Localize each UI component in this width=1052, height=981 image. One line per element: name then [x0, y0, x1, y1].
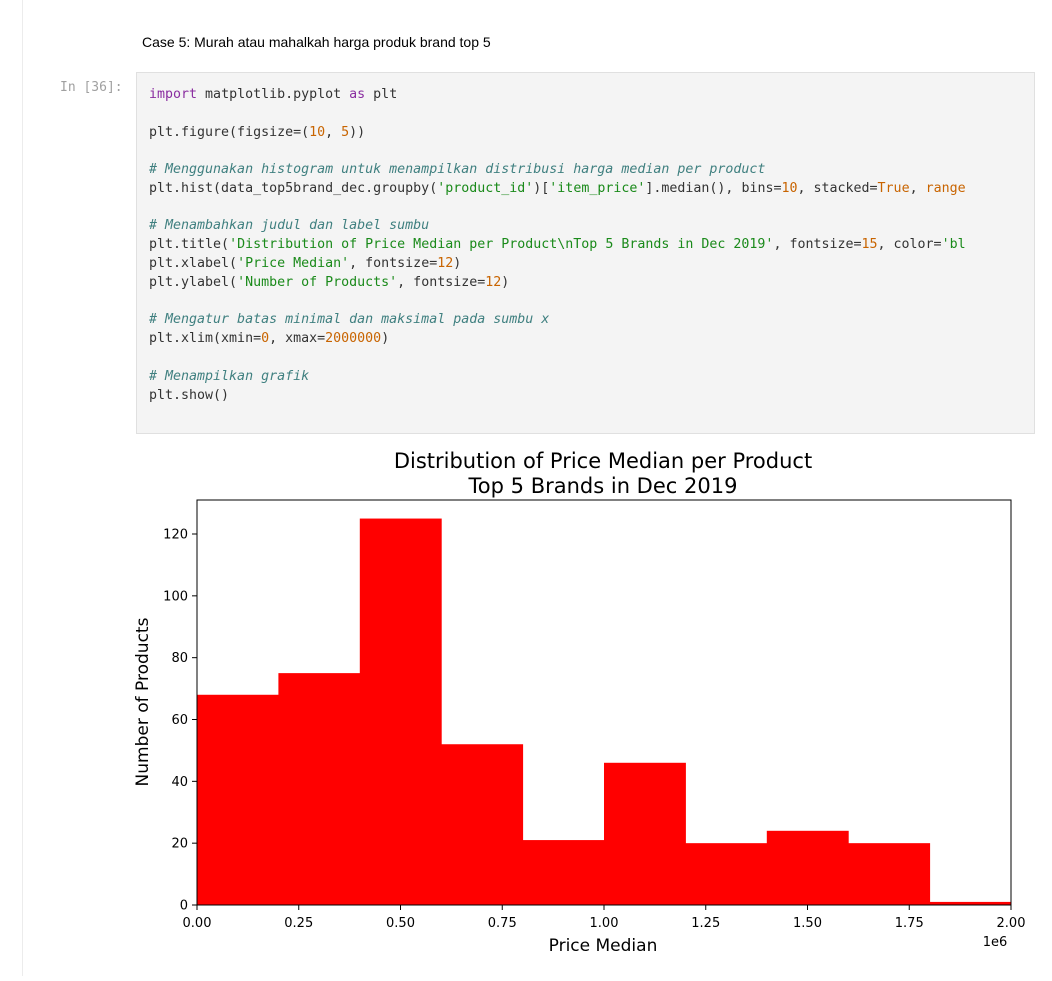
y-tick-label: 120: [163, 528, 188, 543]
x-tick-label: 0.25: [284, 916, 313, 931]
y-tick-label: 100: [163, 589, 188, 604]
x-tick-label: 1.00: [590, 916, 619, 931]
cell-left-rule: [22, 0, 23, 976]
chart-output: Distribution of Price Median per Product…: [0, 440, 1052, 976]
y-tick-label: 20: [171, 837, 188, 852]
histogram-bar: [441, 744, 524, 905]
x-tick-label: 1.75: [895, 916, 924, 931]
code-line-hist: plt.hist(data_top5brand_dec.groupby('pro…: [149, 181, 966, 196]
code-line-xlabel: plt.xlabel('Price Median', fontsize=12): [149, 256, 462, 271]
code-comment-1: # Menggunakan histogram untuk menampilka…: [149, 162, 766, 177]
x-axis-offset: 1e6: [983, 935, 1008, 950]
x-tick-label: 1.25: [691, 916, 720, 931]
y-tick-label: 60: [171, 713, 188, 728]
histogram-bar: [848, 843, 931, 905]
chart-title-line2: Top 5 Brands in Dec 2019: [468, 474, 738, 498]
code-line-show: plt.show(): [149, 388, 230, 403]
x-tick-label: 0.50: [386, 916, 415, 931]
x-tick-label: 0.00: [183, 916, 212, 931]
code-comment-4: # Menampilkan grafik: [149, 369, 310, 384]
histogram-bar: [929, 901, 1012, 905]
y-axis-ticks: 0 20 40 60 80 100 120: [163, 528, 197, 914]
markdown-cell-text: Case 5: Murah atau mahalkah harga produk…: [142, 34, 491, 50]
code-line-2: plt.figure(figsize=(10, 5)): [149, 125, 366, 140]
histogram-bar: [685, 843, 768, 905]
histogram-bar: [522, 840, 605, 905]
chart-title-line1: Distribution of Price Median per Product: [394, 449, 812, 473]
histogram-bar: [766, 830, 849, 905]
x-tick-label: 0.75: [488, 916, 517, 931]
input-prompt: In [36]:: [60, 80, 123, 95]
x-axis-label: Price Median: [549, 936, 658, 956]
histogram-bar: [197, 694, 279, 905]
histogram-chart: Distribution of Price Median per Product…: [133, 449, 1026, 956]
code-line-ylabel: plt.ylabel('Number of Products', fontsiz…: [149, 275, 510, 290]
histogram-bar: [359, 518, 442, 905]
x-axis-ticks: 0.00 0.25 0.50 0.75 1.00 1.25 1.50 1.75 2.00: [183, 905, 1026, 931]
code-comment-2: # Menambahkan judul dan label sumbu: [149, 218, 430, 233]
histogram-bar: [278, 673, 361, 905]
y-tick-label: 40: [171, 775, 188, 790]
y-axis-label: Number of Products: [133, 617, 153, 786]
code-comment-3: # Mengatur batas minimal dan maksimal pa…: [149, 312, 550, 327]
code-line-1: import matplotlib.pyplot as plt: [149, 87, 398, 102]
code-line-title: plt.title('Distribution of Price Median …: [149, 237, 966, 252]
code-line-xlim: plt.xlim(xmin=0, xmax=2000000): [149, 331, 390, 346]
x-tick-label: 2.00: [997, 916, 1026, 931]
y-tick-label: 0: [180, 899, 188, 914]
y-tick-label: 80: [171, 651, 188, 666]
histogram-bars: [197, 518, 1012, 905]
histogram-bar: [604, 762, 686, 905]
x-tick-label: 1.50: [793, 916, 822, 931]
code-cell-editor[interactable]: import matplotlib.pyplot as plt plt.figu…: [136, 72, 1035, 434]
